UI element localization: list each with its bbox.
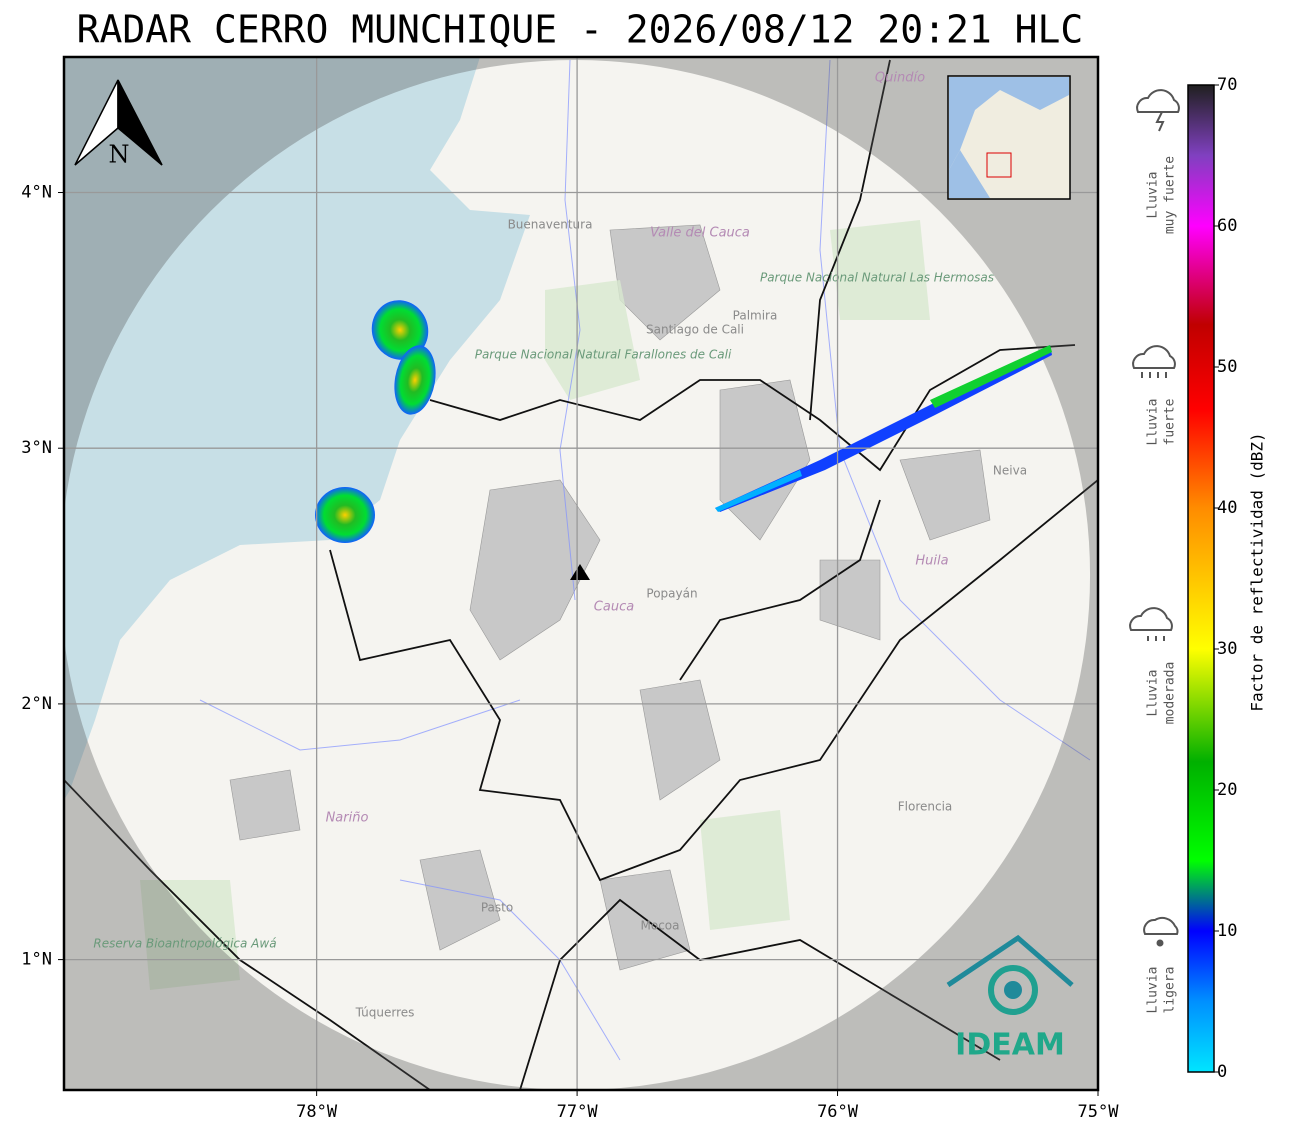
title: RADAR CERRO MUNCHIQUE - 2026/08/12 20:21…: [77, 8, 1084, 52]
sea: [64, 57, 530, 800]
map: Buenaventura Valle del Cauca Santiago de…: [64, 57, 1098, 1090]
legend-label: fuerte: [1163, 398, 1178, 445]
place-label: Florencia: [898, 800, 953, 814]
grid: [64, 57, 1098, 1090]
legend-label: Lluvia: [1146, 670, 1161, 717]
logo-text: IDEAM: [955, 1028, 1065, 1063]
colorbar: Factor de reflectividad (dBZ) 0 10 20 30 40 5…: [1187, 75, 1267, 1082]
radar-site: [570, 564, 590, 580]
north-label: N: [109, 141, 130, 169]
colorbar-tick-label: 10: [1217, 921, 1237, 941]
place-label: Buenaventura: [508, 218, 593, 232]
place-label: Huila: [915, 554, 948, 569]
place-label: Santiago de Cali: [646, 323, 744, 337]
colorbar-label: Factor de reflectividad (dBZ): [1248, 432, 1267, 711]
legend: Lluvia muy fuerte Lluvia fuerte Lluvia m…: [1129, 89, 1180, 1014]
ideam-logo: IDEAM: [946, 934, 1074, 1063]
colorbar-tick-label: 60: [1217, 216, 1237, 236]
x-tick-label: 76°W: [817, 1102, 859, 1122]
place-label: Parque Nacional Natural Las Hermosas: [760, 271, 994, 285]
colorbar-tick-label: 20: [1217, 780, 1237, 800]
legend-label: Lluvia: [1146, 172, 1161, 219]
north-arrow: N: [74, 79, 163, 169]
place-label: Túquerres: [355, 1006, 415, 1020]
colorbar-tick-label: 50: [1217, 357, 1237, 377]
x-tick-label: 75°W: [1078, 1102, 1120, 1122]
colorbar-tick-label: 0: [1217, 1062, 1227, 1082]
legend-label: ligera: [1163, 967, 1178, 1014]
legend-label: muy fuerte: [1163, 156, 1178, 234]
map-frame: [62, 55, 1100, 1092]
legend-label: moderada: [1163, 662, 1178, 725]
place-label: Parque Nacional Natural Farallones de Ca…: [475, 348, 732, 362]
place-label: Palmira: [733, 309, 778, 323]
parks: [140, 220, 930, 990]
radar-echoes: [315, 300, 1052, 543]
y-tick-label: 1°N: [21, 950, 52, 970]
inset-map: [947, 75, 1071, 200]
rivers: [199, 59, 1091, 1061]
place-label: Quindío: [875, 71, 925, 86]
place-label: Pasto: [481, 901, 513, 915]
legend-label: Lluvia: [1146, 399, 1161, 446]
legend-label: Lluvia: [1146, 967, 1161, 1014]
colorbar-scale: [1187, 84, 1215, 1073]
place-label: Cauca: [594, 600, 634, 615]
y-tick-label: 4°N: [21, 183, 52, 203]
x-tick-label: 77°W: [557, 1102, 599, 1122]
colorbar-tick-label: 70: [1217, 75, 1237, 95]
place-label: Valle del Cauca: [650, 226, 750, 241]
place-label: Reserva Bioantropológica Awá: [93, 937, 276, 951]
axes: 78°W 77°W 76°W 75°W 1°N 2°N 3°N 4°N: [21, 183, 1119, 1122]
place-label: Mocoa: [641, 919, 680, 933]
colorbar-tick-label: 30: [1217, 639, 1237, 659]
place-label: Popayán: [646, 587, 697, 601]
colorbar-tick-label: 40: [1217, 498, 1237, 518]
legend-icons: [1129, 89, 1180, 947]
y-tick-label: 2°N: [21, 694, 52, 714]
place-label: Nariño: [326, 811, 369, 826]
place-label: Neiva: [993, 464, 1027, 478]
place-labels: Buenaventura Valle del Cauca Santiago de…: [93, 71, 1027, 1020]
x-tick-label: 78°W: [296, 1102, 338, 1122]
y-tick-label: 3°N: [21, 438, 52, 458]
